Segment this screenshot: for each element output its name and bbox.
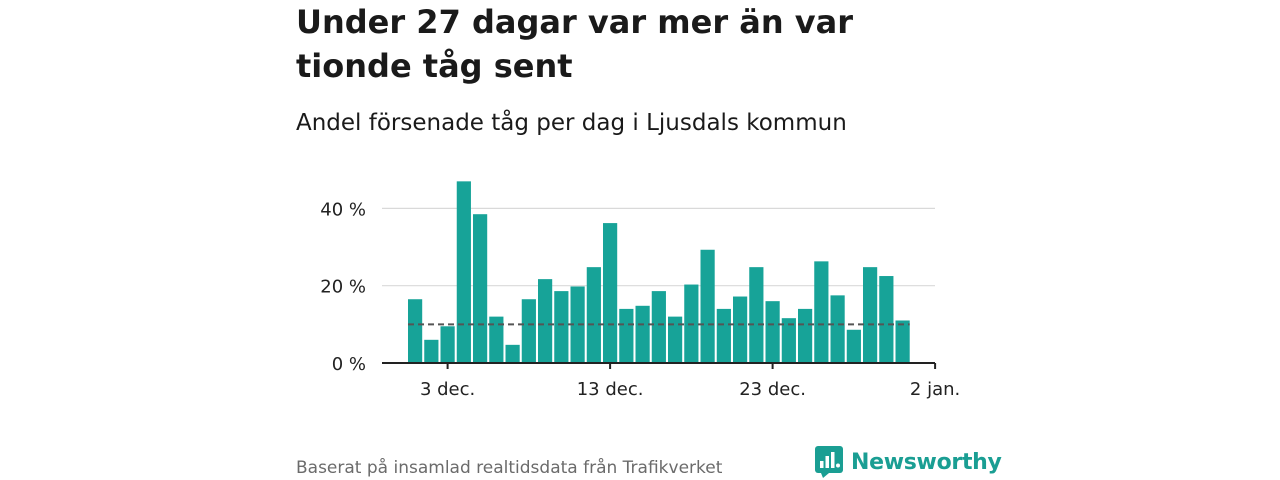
bars <box>408 181 910 363</box>
bar-13 <box>603 223 618 363</box>
bar-20 <box>716 308 731 363</box>
newsworthy-logo[interactable]: Newsworthy <box>815 446 1002 478</box>
bar-16 <box>651 291 666 363</box>
x-tick-label-2: 23 dec. <box>739 379 806 400</box>
source-note: Baserat på insamlad realtidsdata från Tr… <box>296 458 723 478</box>
bar-27 <box>830 295 845 363</box>
y-tick-label-1: 20 % <box>320 277 366 298</box>
x-tick-label-0: 3 dec. <box>420 379 475 400</box>
bar-21 <box>733 296 748 363</box>
bar-3 <box>440 326 455 363</box>
bar-chart: 0 % 20 % 40 % 3 dec. 13 dec. 23 dec. 2 jan. <box>320 181 960 400</box>
chart-subtitle: Andel försenade tåg per dag i Ljusdals k… <box>296 110 847 136</box>
bar-26 <box>814 261 829 363</box>
brand-name: Newsworthy <box>851 449 1002 475</box>
bar-2 <box>424 339 439 363</box>
bar-14 <box>619 308 634 363</box>
bar-7 <box>505 344 520 363</box>
bar-11 <box>570 286 585 363</box>
bar-31 <box>895 320 910 363</box>
y-tick-label-0: 0 % <box>332 354 366 375</box>
x-tick-label-3: 2 jan. <box>910 379 960 400</box>
bar-10 <box>554 291 569 363</box>
bar-15 <box>635 305 650 363</box>
bar-12 <box>586 267 601 363</box>
y-tick-label-2: 40 % <box>320 199 366 220</box>
x-axis <box>382 362 937 369</box>
bar-9 <box>538 279 553 363</box>
bar-23 <box>765 301 780 363</box>
bar-30 <box>879 276 894 363</box>
bar-8 <box>521 299 536 363</box>
bar-4 <box>456 181 471 363</box>
chart-title: Under 27 dagar var mer än var tionde tåg… <box>296 3 853 85</box>
x-axis-labels: 3 dec. 13 dec. 23 dec. 2 jan. <box>420 379 960 400</box>
bar-29 <box>863 267 878 363</box>
y-axis-labels: 0 % 20 % 40 % <box>320 199 366 375</box>
bar-6 <box>489 316 504 363</box>
bar-28 <box>846 329 861 363</box>
bar-25 <box>798 308 813 363</box>
bar-22 <box>749 267 764 363</box>
bar-24 <box>781 318 796 363</box>
bar-1 <box>408 299 423 363</box>
bar-5 <box>473 214 488 363</box>
bar-19 <box>700 249 715 363</box>
bar-17 <box>668 316 683 363</box>
x-tick-label-1: 13 dec. <box>577 379 644 400</box>
newsworthy-logo-icon <box>815 446 843 478</box>
